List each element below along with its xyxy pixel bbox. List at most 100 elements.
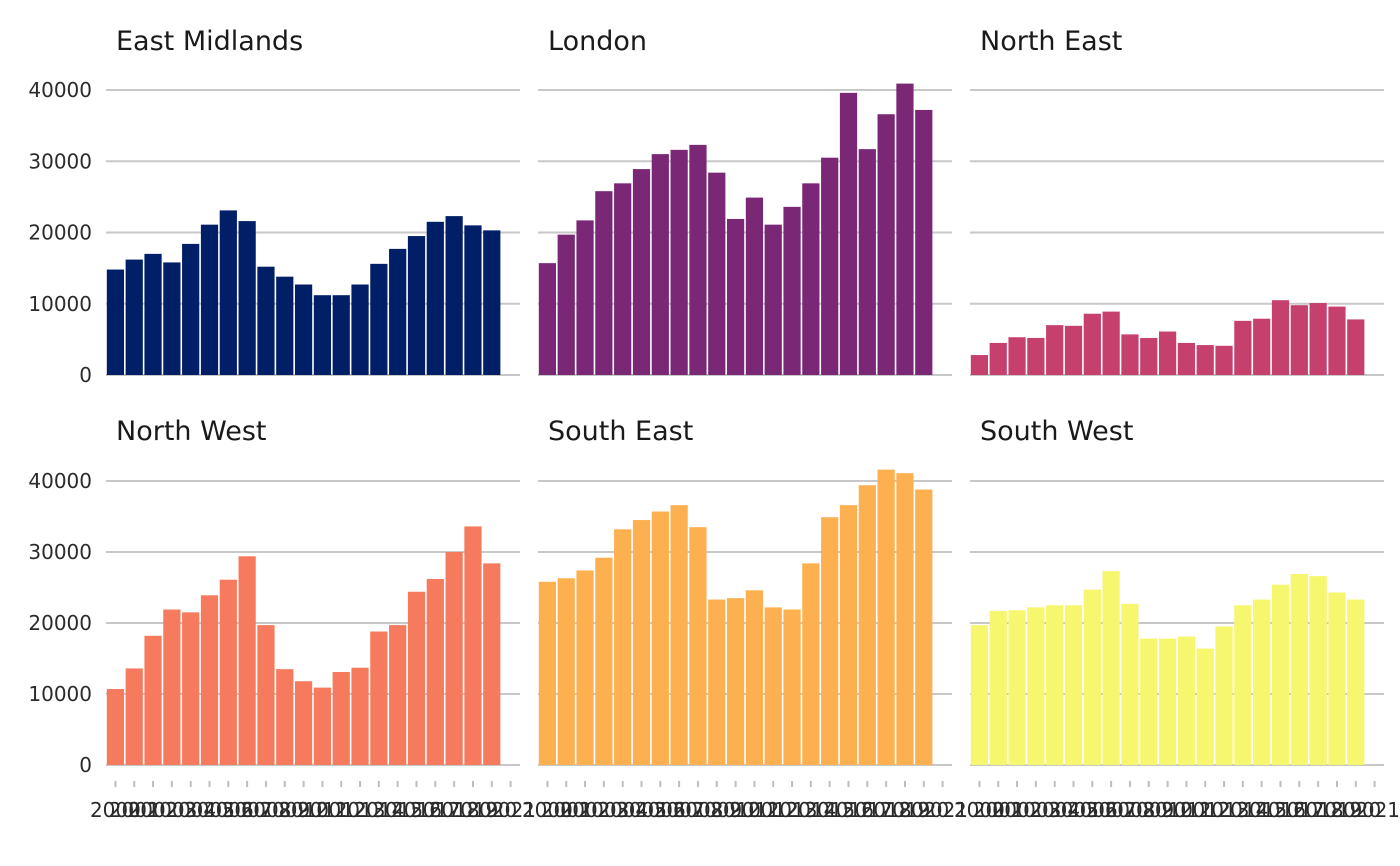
x-tick-label: 2008 (1105, 798, 1156, 822)
bar-2003 (163, 262, 181, 375)
bar-2020 (483, 563, 501, 765)
x-tick-label: 2005 (184, 798, 235, 822)
bar-2018 (445, 552, 463, 765)
x-tick-label: 2000 (954, 798, 1005, 822)
x-tick-label: 2021 (1349, 798, 1400, 822)
x-tick-label: 2010 (278, 798, 329, 822)
bar-2010 (1158, 638, 1177, 765)
x-tick-label: 2013 (767, 798, 818, 822)
x-tick-label: 2000 (90, 798, 141, 822)
bar-2006 (1083, 313, 1101, 375)
x-tick-label: 2012 (748, 798, 799, 822)
bar-2011 (745, 197, 764, 375)
panel-north-east: North East (970, 26, 1384, 376)
bar-2011 (745, 590, 764, 765)
bar-2007 (1102, 311, 1120, 375)
x-tick-label: 2006 (635, 798, 686, 822)
x-tick-label: 2018 (861, 798, 912, 822)
y-tick-label: 0 (79, 363, 92, 387)
bar-2015 (821, 517, 839, 765)
panel-title: South East (548, 416, 693, 447)
bar-2007 (238, 556, 256, 765)
x-tick-label: 2017 (410, 798, 461, 822)
x-tick-label: 2001 (109, 798, 160, 822)
bar-2006 (219, 210, 237, 375)
bar-2020 (483, 230, 501, 375)
bar-2001 (989, 342, 1007, 375)
bar-2011 (1177, 342, 1196, 375)
bar-2017 (858, 485, 876, 765)
bar-2010 (294, 284, 313, 375)
bar-2014 (370, 263, 388, 375)
bar-2000 (106, 269, 125, 375)
bar-2017 (426, 578, 444, 765)
bar-2016 (839, 92, 858, 375)
bar-2003 (595, 191, 613, 375)
bar-2018 (877, 114, 895, 375)
panel-london: London (538, 26, 952, 376)
bar-2013 (1215, 626, 1233, 765)
panel-south-west: South West200020012002200320042005200620… (954, 416, 1400, 822)
bar-2013 (351, 667, 369, 765)
x-tick-label: 2018 (429, 798, 480, 822)
bar-2015 (389, 248, 407, 375)
y-tick-label: 30000 (28, 540, 92, 564)
bar-2001 (557, 578, 575, 765)
bar-2016 (407, 236, 426, 375)
x-tick-label: 2013 (1199, 798, 1250, 822)
bar-2006 (219, 579, 237, 765)
panel-east-midlands: 0 10000 20000 30000 40000 East Midlands (28, 26, 520, 387)
x-tick-label: 2003 (1010, 798, 1061, 822)
bar-2014 (802, 563, 820, 765)
x-tick-label: 2014 (353, 798, 404, 822)
bar-2020 (1347, 319, 1365, 375)
bar-2015 (1253, 318, 1271, 375)
bar-2007 (1102, 571, 1120, 765)
x-tick-label: 2009 (691, 798, 742, 822)
x-tick-label: 2014 (785, 798, 836, 822)
bar-2005 (632, 520, 651, 765)
panel-title: North West (116, 416, 266, 447)
bar-2012 (1196, 345, 1214, 375)
x-tick-label: 2002 (560, 798, 611, 822)
bar-2004 (1046, 605, 1064, 765)
x-tick-label: 2006 (203, 798, 254, 822)
bar-2019 (896, 83, 914, 376)
x-tick-label: 2015 (372, 798, 423, 822)
y-tick-label: 0 (79, 753, 92, 777)
bar-2013 (1215, 345, 1233, 375)
x-tick-label: 2020 (466, 798, 517, 822)
bar-2005 (1064, 605, 1083, 765)
bar-2006 (1083, 589, 1101, 765)
x-tick-label: 2008 (673, 798, 724, 822)
x-tick-label: 2012 (316, 798, 367, 822)
bar-2000 (106, 689, 125, 765)
x-tick-label: 2012 (1180, 798, 1231, 822)
panel-south-east: South East200020012002200320042005200620… (522, 416, 968, 822)
x-tick-label: 2006 (1067, 798, 1118, 822)
bar-2014 (1234, 320, 1252, 375)
bar-2004 (182, 612, 200, 765)
bar-2012 (332, 671, 350, 765)
bar-2010 (726, 598, 745, 765)
bar-2005 (200, 595, 219, 765)
bar-2013 (783, 609, 801, 765)
bar-2012 (1196, 648, 1214, 765)
bar-2005 (632, 169, 651, 375)
x-tick-label: 2009 (1123, 798, 1174, 822)
x-tick-label: 2003 (146, 798, 197, 822)
bar-2020 (915, 489, 933, 765)
x-tick-label: 2013 (335, 798, 386, 822)
y-tick-label: 40000 (28, 469, 92, 493)
bar-2011 (313, 295, 332, 375)
x-tick-label: 2019 (448, 798, 499, 822)
y-tick-label: 40000 (28, 78, 92, 102)
bar-2018 (877, 469, 895, 765)
bar-2017 (1290, 305, 1308, 375)
bar-2008 (257, 625, 275, 765)
y-tick-label: 30000 (28, 149, 92, 173)
bar-2018 (1309, 576, 1327, 765)
bar-2008 (1121, 334, 1139, 375)
